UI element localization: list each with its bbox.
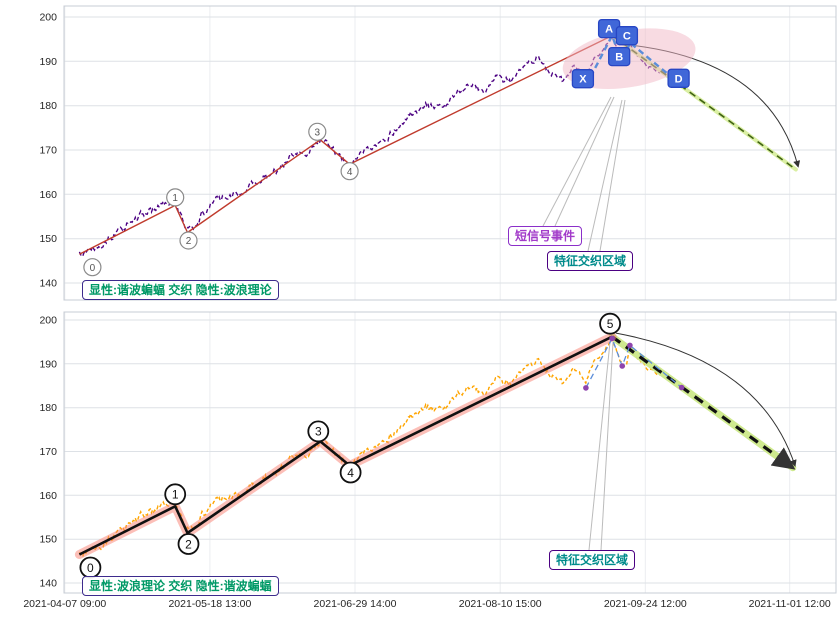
wave-marker-label: 1 bbox=[172, 488, 179, 502]
wave-marker-label: 0 bbox=[87, 561, 94, 575]
wave-marker-label: 4 bbox=[347, 466, 354, 480]
annotation-leader bbox=[599, 99, 626, 252]
annotation-weave-region-top: 特征交织区域 bbox=[547, 251, 634, 271]
harmonic-label-X: X bbox=[579, 74, 587, 86]
harmonic-label-C: C bbox=[623, 31, 631, 43]
y-tick-label: 140 bbox=[39, 278, 57, 290]
y-tick-label: 170 bbox=[39, 145, 57, 157]
panel-border bbox=[63, 5, 837, 301]
projection-arc-bottom bbox=[615, 332, 797, 467]
y-tick-label: 180 bbox=[39, 402, 57, 414]
y-tick-label: 180 bbox=[39, 100, 57, 112]
y-tick-label: 150 bbox=[39, 233, 57, 245]
legend-top: 显性:谐波蝙蝠 交织 隐性:波浪理论 bbox=[82, 280, 279, 300]
wave-marker-label: 0 bbox=[90, 263, 96, 274]
harmonic-label-box-B bbox=[608, 46, 631, 67]
harmonic-label-D: D bbox=[675, 73, 683, 85]
wave-marker-label: 2 bbox=[186, 236, 192, 247]
y-tick-label: 190 bbox=[39, 56, 57, 68]
annotation-leader bbox=[600, 341, 614, 551]
wave-marker-label: 3 bbox=[315, 127, 321, 138]
x-tick-label: 2021-04-07 09:00 bbox=[23, 598, 106, 610]
legend-bottom: 显性:波浪理论 交织 隐性:谐波蝙蝠 bbox=[82, 576, 279, 596]
wave-marker-top-3 bbox=[308, 122, 327, 141]
wave-marker-label: 2 bbox=[185, 537, 192, 551]
annotation-weave-region-bottom: 特征交织区域 bbox=[549, 550, 636, 570]
panel-top: 140 150 160 170 180 190 200 X A BC D 0 1 2 3 4 bbox=[39, 5, 837, 301]
annotation-leader bbox=[542, 96, 612, 227]
wave-marker-bottom-2 bbox=[177, 533, 200, 555]
wave-trend-bottom bbox=[78, 335, 613, 556]
wave-marker-bottom-5 bbox=[599, 312, 621, 335]
wave-marker-top-0 bbox=[83, 258, 102, 277]
forecast-line-bottom bbox=[611, 335, 796, 470]
wave-marker-bottom-3 bbox=[307, 420, 330, 443]
wave-marker-label: 5 bbox=[607, 317, 614, 331]
y-tick-label: 150 bbox=[39, 534, 57, 546]
annotation-leader bbox=[588, 341, 611, 551]
y-tick-label: 140 bbox=[39, 578, 57, 590]
harmonic-label-B: B bbox=[615, 52, 623, 64]
harmonic-point-D bbox=[678, 384, 685, 391]
harmonic-point-X bbox=[583, 385, 589, 391]
harmonic-point-C bbox=[627, 342, 633, 349]
plot-area bbox=[64, 6, 836, 300]
wave-trend-top bbox=[79, 34, 613, 255]
x-tick-label: 2021-05-18 13:00 bbox=[168, 598, 251, 610]
x-tick-label: 2021-09-24 12:00 bbox=[604, 598, 687, 610]
wave-marker-top-1 bbox=[166, 188, 185, 207]
annotation-leader bbox=[587, 99, 623, 252]
wave-marker-label: 3 bbox=[315, 425, 322, 439]
y-tick-label: 160 bbox=[39, 189, 57, 201]
harmonic-label-box-X bbox=[571, 69, 595, 89]
harmonic-label-box-D bbox=[667, 68, 690, 88]
x-tick-label: 2021-11-01 12:00 bbox=[749, 598, 831, 610]
plot-area bbox=[64, 312, 836, 593]
panel-border bbox=[63, 311, 837, 594]
annotation-leader bbox=[554, 96, 615, 227]
harmonic-point-B bbox=[619, 363, 625, 369]
wave-marker-top-2 bbox=[179, 231, 198, 250]
y-tick-label: 170 bbox=[39, 446, 57, 458]
annotation-signal-event: 短信号事件 bbox=[508, 226, 583, 246]
wave-marker-label: 1 bbox=[172, 193, 178, 204]
wave-marker-top-4 bbox=[340, 162, 359, 181]
wave-marker-label: 4 bbox=[347, 167, 353, 178]
y-tick-label: 200 bbox=[39, 315, 57, 327]
y-tick-label: 160 bbox=[39, 490, 57, 502]
harmonic-path-top bbox=[584, 32, 683, 87]
y-tick-label: 200 bbox=[39, 12, 57, 24]
panel-bottom: 140 150 160 170 180 190 200 0 1 2 3 4 5 bbox=[39, 311, 837, 594]
wave-marker-bottom-4 bbox=[339, 461, 362, 484]
x-tick-label: 2021-06-29 14:00 bbox=[314, 598, 397, 610]
harmonic-label-box-C bbox=[615, 26, 639, 46]
harmonic-point-A bbox=[609, 335, 615, 342]
x-tick-label: 2021-08-10 15:00 bbox=[459, 598, 542, 610]
y-tick-label: 190 bbox=[39, 358, 57, 370]
wave-marker-bottom-1 bbox=[164, 483, 187, 506]
harmonic-label-A: A bbox=[605, 24, 613, 36]
